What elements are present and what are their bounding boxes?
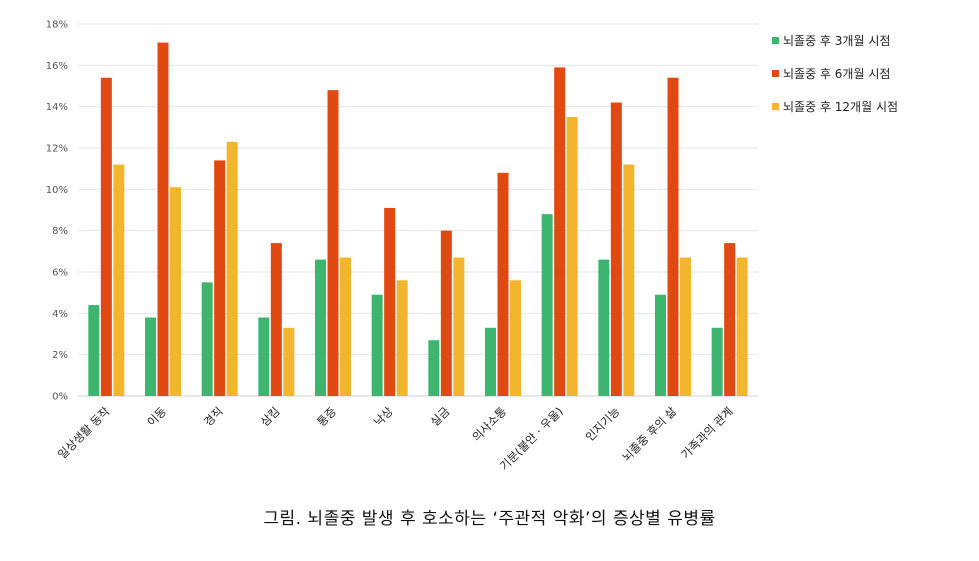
bar	[724, 243, 736, 396]
x-tick-label: 인지기능	[583, 404, 623, 444]
bar	[396, 280, 408, 396]
bar	[258, 317, 270, 396]
bar	[497, 172, 509, 396]
bar	[440, 230, 452, 396]
legend: 뇌졸중 후 3개월 시점 뇌졸중 후 6개월 시점 뇌졸중 후 12개월 시점	[772, 30, 898, 129]
bar	[384, 207, 396, 396]
y-tick-label: 6%	[52, 268, 68, 279]
y-tick-label: 14%	[46, 102, 68, 113]
legend-label-3-months: 뇌졸중 후 3개월 시점	[783, 34, 891, 48]
bar	[711, 327, 723, 396]
bar	[610, 102, 622, 397]
grid-lines	[78, 23, 758, 397]
bar	[88, 305, 100, 396]
x-tick-label: 뇌졸중 후의 삶	[619, 404, 679, 464]
legend-swatch-12-months	[772, 103, 779, 110]
x-tick-label: 통증	[314, 404, 339, 429]
x-tick-label: 경직	[201, 404, 226, 429]
bar	[655, 294, 666, 396]
y-tick-label: 16%	[46, 61, 68, 72]
legend-item-6-months: 뇌졸중 후 6개월 시점	[772, 63, 898, 84]
bar	[340, 257, 351, 396]
figure-caption: 그림. 뇌졸중 발생 후 호소하는 ‘주관적 악화’의 증상별 유병률	[263, 509, 716, 529]
bar	[157, 42, 169, 396]
bar	[100, 77, 112, 396]
x-tick-label: 의사소통	[469, 404, 509, 444]
y-tick-label: 10%	[46, 185, 68, 196]
y-tick-label: 8%	[52, 226, 68, 237]
bar	[145, 317, 156, 396]
y-tick-label: 18%	[46, 20, 68, 31]
bar	[170, 187, 181, 396]
bar	[453, 257, 465, 396]
legend-item-3-months: 뇌졸중 후 3개월 시점	[772, 30, 898, 51]
legend-label-6-months: 뇌졸중 후 6개월 시점	[783, 67, 891, 81]
x-tick-label: 삼킴	[258, 404, 283, 429]
bar	[485, 327, 496, 396]
bar	[201, 282, 213, 396]
y-tick-label: 2%	[52, 350, 68, 361]
bar	[113, 164, 125, 396]
x-tick-label: 가족과의 관계	[678, 404, 735, 461]
bar	[428, 340, 440, 396]
bar	[623, 164, 635, 396]
bar	[270, 243, 282, 396]
y-tick-label: 12%	[46, 144, 68, 155]
bar	[667, 77, 679, 396]
legend-swatch-6-months	[772, 70, 779, 77]
bar	[566, 117, 578, 396]
legend-item-12-months: 뇌졸중 후 12개월 시점	[772, 96, 898, 117]
x-tick-label: 일상생활 동작	[55, 404, 113, 462]
bar	[283, 327, 295, 396]
bar	[541, 214, 553, 396]
x-tick-label: 낙상	[371, 404, 396, 429]
legend-swatch-3-months	[772, 37, 779, 44]
y-tick-label: 0%	[52, 392, 68, 403]
x-tick-label: 실금	[428, 404, 453, 429]
y-axis: 0% 2% 4% 6% 8% 10% 12% 14% 16% 18%	[46, 20, 68, 403]
bar	[226, 141, 238, 396]
bar	[510, 280, 521, 396]
legend-label-12-months: 뇌졸중 후 12개월 시점	[783, 100, 899, 114]
x-tick-label: 이동	[144, 404, 169, 429]
bar	[554, 67, 566, 397]
chart-svg: 0% 2% 4% 6% 8% 10% 12% 14% 16% 18% 일상생활 동작 이동 경직 삼킴 통…	[46, 20, 758, 473]
bar	[315, 259, 326, 396]
y-tick-label: 4%	[52, 309, 68, 320]
bar	[371, 294, 383, 396]
bars	[88, 42, 748, 397]
bar	[214, 160, 226, 396]
bar	[680, 257, 691, 396]
bar	[736, 257, 748, 396]
bar	[327, 90, 339, 396]
bar	[598, 259, 610, 396]
